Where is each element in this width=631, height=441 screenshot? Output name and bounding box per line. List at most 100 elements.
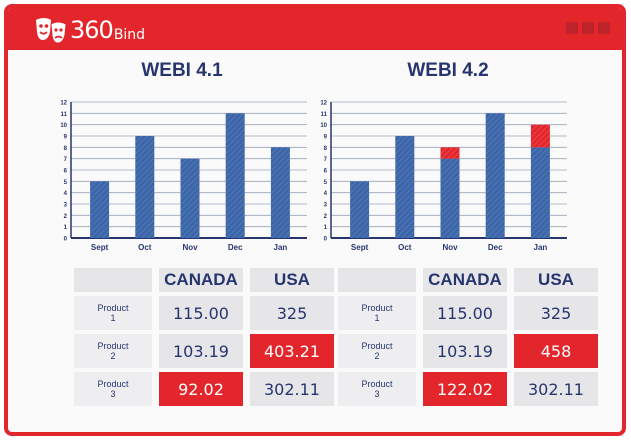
x-tick-label: Oct: [138, 243, 152, 252]
x-tick-label: Dec: [228, 243, 243, 252]
row-label-line2: 2: [374, 351, 380, 361]
x-tick-label: Sept: [91, 243, 109, 252]
table-cell: 115.00: [423, 296, 507, 330]
row-label-line2: 1: [374, 313, 380, 323]
table-cell: 103.19: [159, 334, 243, 368]
bar-dec: [485, 113, 505, 238]
y-tick-label: 6: [324, 169, 328, 175]
bar-increase-jan: [530, 124, 550, 148]
y-tick-label: 9: [324, 135, 328, 141]
row-label-product-2: Product 2: [74, 334, 152, 368]
table-cell: 458: [514, 334, 598, 368]
x-tick-label: Nov: [182, 243, 198, 252]
y-tick-label: 3: [324, 203, 328, 209]
y-tick-label: 0: [324, 237, 328, 243]
bar-chart-webi-42: 0 1 2 3 4 5 6 7 8 9 10 11 12 Sept Oct Nov Dec Jan: [317, 96, 572, 256]
row-label-line2: 3: [374, 389, 380, 399]
table-cell: 325: [250, 296, 334, 330]
y-tick-label: 1: [64, 225, 68, 231]
y-tick-label: 4: [324, 191, 328, 197]
y-tick-label: 5: [324, 180, 328, 186]
y-tick-label: 8: [324, 146, 328, 152]
table-cell: 92.02: [159, 372, 243, 406]
y-tick-label: 7: [324, 157, 328, 163]
data-table-webi-42: CANADA USA Product 1 115.00 325 Product 2 103.19…: [338, 268, 598, 406]
y-tick-label: 7: [64, 157, 68, 163]
y-tick-label: 10: [320, 123, 327, 129]
row-label-product-1: Product 1: [338, 296, 416, 330]
row-label-line1: Product: [361, 341, 393, 351]
bar-sept: [90, 181, 110, 238]
row-label-line2: 1: [110, 313, 116, 323]
table-corner: [338, 268, 416, 292]
bar-oct: [135, 136, 155, 238]
table-cell: 122.02: [423, 372, 507, 406]
row-label-product-2: Product 2: [338, 334, 416, 368]
column-header-canada: CANADA: [159, 268, 243, 292]
bar-dec: [225, 113, 245, 238]
column-header-canada: CANADA: [423, 268, 507, 292]
column-header-usa: USA: [514, 268, 598, 292]
bar-increase-nov: [440, 147, 460, 159]
table-cell: 302.11: [250, 372, 334, 406]
minimize-icon[interactable]: [566, 22, 578, 34]
x-tick-label: Oct: [398, 243, 412, 252]
y-tick-label: 1: [324, 225, 328, 231]
x-tick-label: Sept: [351, 243, 369, 252]
row-label-line2: 3: [110, 389, 116, 399]
y-tick-label: 5: [64, 180, 68, 186]
x-tick-label: Jan: [274, 243, 288, 252]
title-bar: 360 Bind: [8, 8, 622, 50]
column-header-usa: USA: [250, 268, 334, 292]
table-cell: 115.00: [159, 296, 243, 330]
y-tick-label: 11: [61, 112, 68, 118]
x-tick-label: Jan: [534, 243, 548, 252]
y-tick-label: 0: [64, 237, 68, 243]
table-cell: 103.19: [423, 334, 507, 368]
y-tick-label: 12: [60, 101, 67, 107]
panel-title-webi-41: WEBI 4.1: [141, 60, 223, 81]
row-label-line1: Product: [361, 303, 393, 313]
maximize-icon[interactable]: [582, 22, 594, 34]
logo-number: 360: [70, 16, 114, 44]
row-label-line1: Product: [97, 379, 129, 389]
panel-title-webi-42: WEBI 4.2: [407, 60, 489, 81]
row-label-line1: Product: [97, 341, 129, 351]
row-label-line1: Product: [361, 379, 393, 389]
row-label-product-3: Product 3: [74, 372, 152, 406]
window-controls: [566, 22, 610, 34]
table-cell: 403.21: [250, 334, 334, 368]
close-icon[interactable]: [598, 22, 610, 34]
y-tick-label: 2: [324, 214, 328, 220]
y-tick-label: 12: [320, 101, 327, 107]
table-cell: 302.11: [514, 372, 598, 406]
table-cell: 325: [514, 296, 598, 330]
logo-word: Bind: [113, 27, 146, 43]
row-label-product-3: Product 3: [338, 372, 416, 406]
bar-sept: [350, 181, 370, 238]
y-tick-label: 10: [60, 123, 67, 129]
y-tick-label: 6: [64, 169, 68, 175]
bar-oct: [395, 136, 415, 238]
app-logo: 360 Bind: [34, 14, 145, 44]
y-tick-label: 3: [64, 203, 68, 209]
x-tick-label: Dec: [488, 243, 503, 252]
comedy-tragedy-masks-icon: [36, 18, 67, 44]
bar-nov: [440, 158, 460, 238]
y-tick-label: 11: [321, 112, 328, 118]
row-label-product-1: Product 1: [74, 296, 152, 330]
bar-jan: [530, 147, 550, 238]
bar-chart-webi-41: 0 1 2 3 4 5 6 7 8 9 10 11 12 Sept Oct Nov Dec Jan: [57, 96, 312, 256]
table-corner: [74, 268, 152, 292]
y-tick-label: 2: [64, 214, 68, 220]
row-label-line2: 2: [110, 351, 116, 361]
y-tick-label: 9: [64, 135, 68, 141]
y-tick-label: 8: [64, 146, 68, 152]
y-tick-label: 4: [64, 191, 68, 197]
row-label-line1: Product: [97, 303, 129, 313]
data-table-webi-41: CANADA USA Product 1 115.00 325 Product 2 103.19…: [74, 268, 334, 406]
bar-jan: [270, 147, 290, 238]
x-tick-label: Nov: [442, 243, 458, 252]
